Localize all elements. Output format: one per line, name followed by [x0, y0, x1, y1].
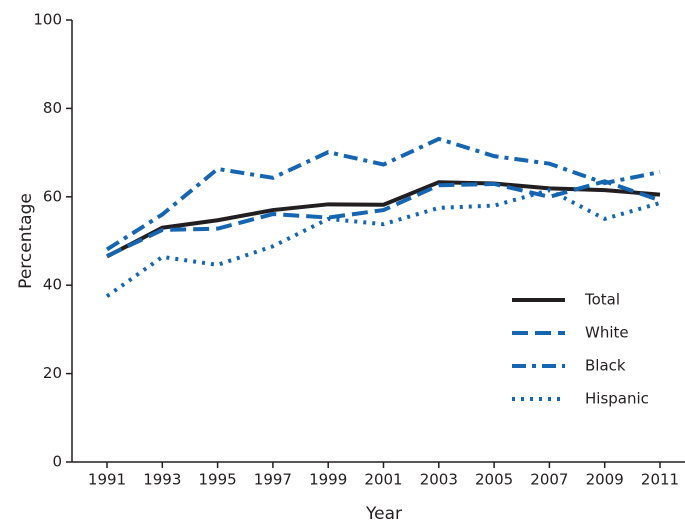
x-tick-label: 2005: [475, 471, 513, 489]
series-line: [105, 188, 661, 298]
y-tick-label: 80: [43, 99, 62, 117]
legend-label: White: [585, 324, 629, 342]
x-tick-label: 2007: [530, 471, 568, 489]
series-line: [106, 179, 661, 258]
x-tick-label: 2011: [641, 471, 679, 489]
y-tick-label: 100: [33, 11, 62, 29]
series-line: [105, 136, 661, 252]
legend-label: Hispanic: [585, 390, 649, 408]
y-tick-label: 40: [43, 276, 62, 294]
y-axis-label: Percentage: [16, 193, 36, 289]
y-tick-label: 20: [43, 364, 62, 382]
x-tick-label: 1999: [309, 471, 347, 489]
x-axis-label: Year: [365, 504, 402, 524]
series-line: [106, 180, 661, 259]
legend-label: Total: [584, 291, 620, 309]
y-tick-label: 0: [52, 453, 62, 471]
y-tick-label: 60: [43, 187, 62, 205]
x-tick-label: 2001: [364, 471, 402, 489]
x-tick-label: 1997: [254, 471, 292, 489]
x-tick-label: 1991: [88, 471, 126, 489]
legend-label: Black: [585, 357, 626, 375]
x-tick-label: 2009: [586, 471, 624, 489]
x-tick-label: 1993: [143, 471, 181, 489]
x-tick-label: 2003: [420, 471, 458, 489]
x-tick-label: 1995: [199, 471, 237, 489]
